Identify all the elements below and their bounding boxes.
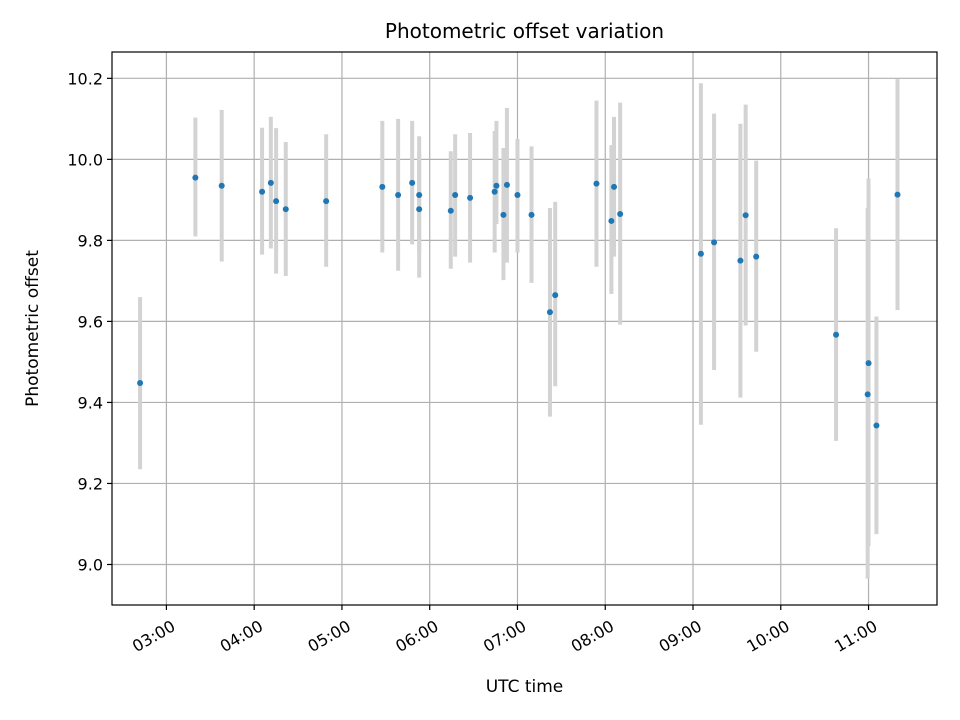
y-tick-label-5: 10.0 [67, 150, 103, 169]
data-point-27 [617, 211, 624, 218]
data-point-19 [503, 181, 510, 188]
data-point-5 [273, 198, 280, 205]
chart-title: Photometric offset variation [385, 19, 664, 43]
data-point-22 [546, 309, 553, 316]
data-point-24 [593, 180, 600, 187]
data-point-16 [491, 188, 498, 195]
data-point-26 [611, 183, 618, 190]
data-point-25 [608, 217, 615, 224]
y-tick-label-3: 9.6 [78, 312, 103, 331]
data-point-15 [467, 194, 474, 201]
data-point-28 [697, 250, 704, 257]
data-point-4 [267, 179, 274, 186]
data-point-11 [416, 192, 423, 199]
y-axis-ticks: 9.0 9.2 9.4 9.6 9.8 10.0 10.2 [67, 69, 112, 574]
data-point-34 [864, 391, 871, 398]
data-point-2 [218, 182, 225, 189]
y-tick-label-1: 9.2 [78, 474, 103, 493]
data-point-18 [500, 211, 507, 218]
x-axis-label: UTC time [486, 677, 564, 697]
data-point-3 [259, 188, 266, 195]
data-point-20 [514, 192, 521, 199]
data-point-8 [379, 183, 386, 190]
data-point-29 [711, 239, 718, 246]
y-tick-label-2: 9.4 [78, 393, 103, 412]
data-point-36 [873, 422, 880, 429]
data-point-1 [192, 174, 199, 181]
plot-frame [111, 51, 938, 606]
data-point-12 [416, 206, 423, 213]
data-point-35 [865, 360, 872, 367]
y-axis-label: Photometric offset [23, 250, 43, 407]
data-point-31 [742, 212, 749, 219]
data-point-30 [737, 257, 744, 264]
data-point-9 [395, 192, 402, 199]
data-point-13 [447, 207, 454, 214]
y-tick-label-0: 9.0 [78, 555, 103, 574]
y-tick-label-6: 10.2 [67, 69, 103, 88]
data-points [137, 174, 901, 429]
data-point-33 [833, 331, 840, 338]
data-point-7 [323, 198, 330, 205]
data-point-10 [409, 179, 416, 186]
data-point-21 [528, 211, 535, 218]
y-tick-label-4: 9.8 [78, 231, 103, 250]
data-point-37 [894, 191, 901, 198]
data-point-6 [282, 206, 289, 213]
data-point-23 [552, 292, 559, 299]
data-point-0 [137, 379, 144, 386]
grid-lines [112, 52, 937, 605]
data-point-14 [452, 192, 459, 199]
data-point-17 [493, 182, 500, 189]
data-point-32 [753, 253, 760, 260]
